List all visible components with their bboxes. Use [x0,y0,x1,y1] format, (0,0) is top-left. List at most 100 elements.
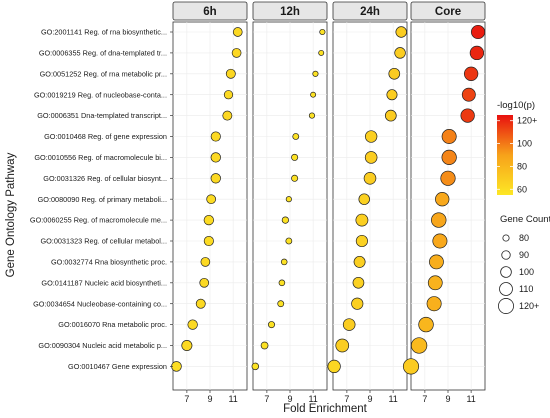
data-point [428,276,442,290]
y-category-label: GO:0019219 Reg. of nucleobase-conta... [34,90,167,99]
data-point [232,48,241,57]
y-category-label: GO:0034654 Nucleobase-containing co... [33,299,167,308]
data-point [291,175,297,181]
data-point [223,111,232,120]
data-point [211,153,221,163]
color-legend-label: 60 [517,184,527,194]
size-legend-label: 120+ [519,301,539,311]
data-point [281,259,287,265]
data-point [433,234,447,248]
y-category-label: GO:0016070 Rna metabolic proc. [58,320,167,329]
data-point [188,320,198,330]
data-point [389,68,400,79]
panel-strip-label: 6h [203,6,216,18]
data-point [427,297,441,311]
data-point [204,236,213,245]
data-point [293,133,299,139]
data-point [311,92,316,97]
size-legend-circle [498,298,513,313]
size-legend-label: 100 [519,267,534,277]
color-legend-label: 120+ [517,116,537,126]
panel-core: Core 7 9 11 [403,2,485,404]
data-point [211,173,221,183]
x-tick-label: 9 [207,394,212,404]
panel-strip-label: Core [435,6,461,18]
data-point [352,298,363,309]
panel-24h: 24h 7 9 11 [328,2,407,404]
data-point [320,29,325,34]
x-tick-label: 11 [388,394,397,404]
data-point [396,27,407,38]
data-point [224,90,233,99]
data-point [200,278,209,287]
data-point [286,196,291,201]
data-point [291,154,297,160]
data-point [364,172,376,184]
x-axis-title: Fold Enrichment [283,403,368,415]
size-legend-label: 110 [519,284,533,294]
data-point [419,317,434,332]
data-point [385,110,396,121]
data-point [387,90,397,100]
data-point [442,150,457,165]
x-tick-label: 9 [367,394,372,404]
data-point [268,321,274,327]
data-point [226,69,235,78]
data-point [252,363,259,370]
data-point [411,338,427,354]
data-point [336,339,349,352]
data-point [319,50,324,55]
data-point [261,342,268,349]
data-point [286,238,292,244]
color-legend: -log10(p) 120+ 100 80 60 [497,100,537,195]
data-point [313,71,318,76]
data-point [353,277,364,288]
color-legend-title: -log10(p) [497,100,535,111]
y-axis-category-labels: GO:2001141 Reg. of rna biosynthetic... GO… [30,28,173,371]
y-category-label: GO:2001141 Reg. of rna biosynthetic... [41,28,167,37]
size-legend-circle [501,267,512,278]
x-tick-label: 7 [422,394,427,404]
data-point [441,171,456,186]
x-tick-label: 11 [228,394,237,404]
y-category-label: GO:0010468 Reg. of gene expression [44,132,167,141]
y-category-label: GO:0006355 Reg. of dna-templated tr... [39,49,167,58]
color-legend-label: 80 [517,161,527,171]
y-category-label: GO:0010467 Gene expression [68,362,167,371]
data-point [356,235,367,246]
data-point [201,257,210,266]
y-axis-title: Gene Ontology Pathway [5,152,17,277]
data-point [403,359,418,374]
x-tick-label: 11 [466,394,475,404]
color-legend-label: 100 [517,139,532,149]
data-point [442,129,456,143]
data-point [211,132,220,141]
data-point [429,255,443,269]
data-point [431,213,446,228]
data-point [365,151,377,163]
panel-6h: 6h 7 9 11 [172,2,247,404]
size-legend-circle [502,251,511,260]
x-tick-label: 7 [264,394,269,404]
data-point [462,88,475,101]
data-point [233,28,242,37]
y-category-label: GO:0031326 Reg. of cellular biosynt... [43,174,167,183]
data-point [359,194,370,205]
size-legend: Gene Count8090100110120+ [498,214,550,314]
size-legend-title: Gene Count [500,214,550,225]
data-point [278,301,284,307]
data-point [354,256,365,267]
size-legend-label: 80 [519,233,529,243]
data-point [207,195,216,204]
panel-strip-label: 24h [360,6,380,18]
y-category-label: GO:0010556 Reg. of macromolecule bi... [34,153,167,162]
data-point [356,214,368,226]
data-point [471,25,484,38]
data-point [196,299,205,308]
y-category-label: GO:0051252 Reg. of rna metabolic pr... [40,69,167,78]
x-tick-label: 9 [445,394,450,404]
y-category-label: GO:0090304 Nucleic acid metabolic p... [38,341,167,350]
data-point [182,340,192,350]
size-legend-circle [503,235,509,241]
